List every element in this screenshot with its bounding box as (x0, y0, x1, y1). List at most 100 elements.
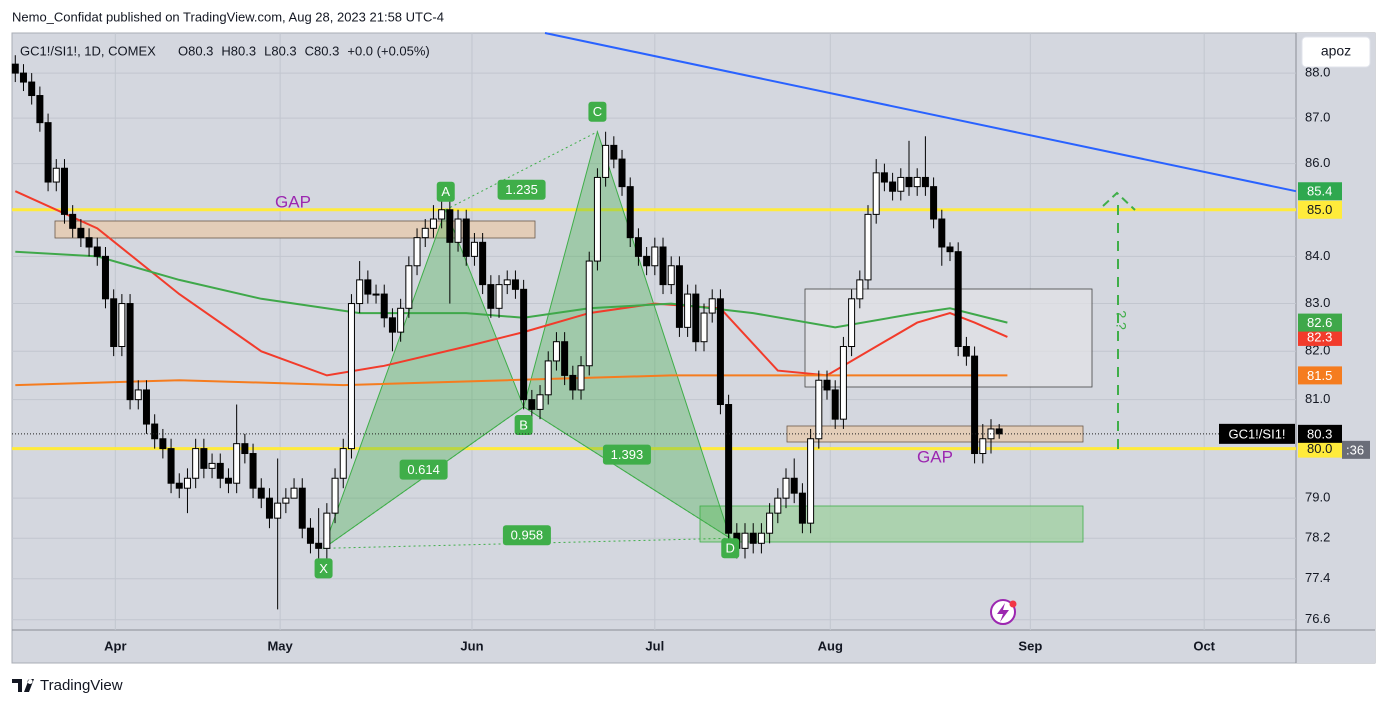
candle-body (962, 346, 970, 357)
candle-body (503, 279, 511, 286)
trendline (544, 32, 1297, 193)
user-box[interactable] (1301, 36, 1371, 68)
candle-body (274, 502, 282, 519)
candle-body (19, 72, 27, 83)
candle-body (569, 374, 577, 391)
pattern-point-box (588, 101, 607, 122)
candle-body (487, 284, 495, 309)
pattern-ratio-line (445, 131, 598, 211)
pattern-ratio: 1.235 (505, 182, 538, 197)
y-tick-label: 79.0 (1305, 490, 1330, 505)
y-tick-label: 86.0 (1305, 155, 1330, 170)
candle-body (725, 404, 733, 534)
pattern-point-box (436, 181, 455, 202)
candle-body (897, 176, 905, 192)
candle-body (889, 181, 897, 192)
pattern-triangle (523, 129, 732, 540)
user-name[interactable]: apoz (1321, 43, 1351, 59)
candle-body (257, 487, 265, 499)
candle-body (823, 379, 831, 391)
candle-body (388, 317, 396, 333)
candle-body (446, 209, 454, 243)
x-tick-label: Apr (104, 638, 126, 653)
candle-body (397, 307, 405, 333)
y-tick-label: 81.0 (1305, 391, 1330, 406)
candle-body (438, 209, 446, 220)
symbol-info: GC1!/SI1!, 1D, COMEX (20, 43, 156, 58)
plot: 0.614 1.235 1.393 0.958 X A B C D (11, 32, 1297, 610)
candle-body (634, 237, 642, 257)
candle-body (454, 218, 462, 243)
candle-body (979, 438, 987, 455)
candle-body (766, 512, 774, 534)
candle-body (757, 532, 765, 544)
candle-body (183, 477, 191, 489)
candle-body (831, 389, 839, 420)
countdown: :36 (1346, 442, 1364, 457)
candle-body (479, 241, 487, 286)
candle-body (602, 144, 610, 178)
moving-average (14, 190, 1008, 377)
moving-average (15, 250, 1008, 329)
candle-body (142, 389, 150, 425)
price-axis (1296, 33, 1375, 663)
price-badge-label: 80.0 (1307, 441, 1332, 456)
y-tick-label: 88.0 (1305, 65, 1330, 80)
candle-body (306, 527, 314, 544)
price-badge (1298, 313, 1342, 332)
pattern-ratio-box (602, 444, 651, 465)
candle-body (684, 293, 692, 328)
candle-body (880, 172, 888, 183)
candle-body (995, 428, 1003, 435)
y-tick-label: 87.0 (1305, 110, 1330, 125)
candle-body (536, 394, 544, 410)
candle-body (208, 462, 216, 469)
candle-body (339, 448, 347, 479)
candle-body (544, 360, 552, 396)
candle-body (864, 213, 872, 281)
candle-body (356, 279, 364, 305)
zone-box (699, 505, 1084, 543)
ohlc-value: O80.3 (178, 43, 213, 58)
candle-body (241, 443, 249, 455)
candle-body (11, 63, 19, 74)
pattern-point-label: B (519, 417, 528, 432)
candle-body (774, 497, 782, 514)
candle-body (52, 167, 60, 183)
candle-body (470, 241, 478, 257)
candle-body (610, 144, 618, 160)
candle-body (413, 237, 421, 267)
pattern-point-label: C (593, 104, 602, 119)
price-badge-label: 80.3 (1307, 426, 1332, 441)
price-badge (1298, 439, 1342, 458)
candle-body (118, 303, 126, 348)
alert-bolt[interactable] (997, 603, 1009, 622)
candle-body (938, 218, 946, 248)
price-badge-label: 82.3 (1307, 329, 1332, 344)
candle-body (749, 532, 757, 544)
candle-body (60, 167, 68, 215)
candle-body (700, 312, 708, 343)
x-tick-label: Aug (818, 638, 843, 653)
candle-body (946, 246, 954, 253)
alert-dot (1009, 600, 1017, 608)
candle-body (175, 482, 183, 489)
candle-body (69, 213, 77, 229)
ohlc-value: H80.3 (221, 43, 256, 58)
pattern-point-box (721, 538, 740, 559)
candle-body (151, 423, 159, 440)
symbol-badge (1219, 423, 1295, 444)
zone-box (804, 288, 1093, 388)
candle-body (77, 227, 85, 239)
candle-body (93, 246, 101, 257)
candle-body (200, 448, 208, 469)
pattern-ratio-box (399, 459, 448, 480)
alert-icon[interactable] (990, 599, 1017, 625)
candle-body (708, 298, 716, 314)
price-badge (1298, 424, 1342, 443)
pattern-point-label: A (441, 184, 450, 199)
pattern-point-box (514, 414, 533, 435)
candle-body (249, 453, 257, 489)
user-badge[interactable]: apoz (1301, 36, 1371, 68)
y-tick-label: 77.4 (1305, 570, 1330, 585)
